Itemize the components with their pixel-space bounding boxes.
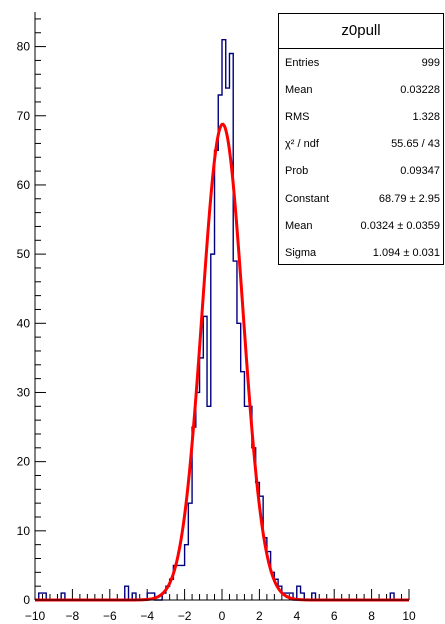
stats-title: z0pull	[279, 14, 443, 49]
stat-sigma: Sigma 1.094 ± 0.031	[279, 239, 443, 266]
stat-prob: Prob 0.09347	[279, 158, 443, 185]
y-axis-tick-labels: 0 10 20 30 40 50 60 70 80	[17, 40, 31, 607]
x-tick-label: 4	[293, 609, 300, 623]
y-tick-label: 80	[17, 40, 31, 54]
stats-rows: Entries 999 Mean 0.03228 RMS 1.328 χ² / …	[279, 49, 443, 267]
stat-label: Constant	[285, 192, 330, 205]
stat-value: 999	[421, 56, 440, 69]
x-tick-label: −2	[178, 609, 192, 623]
x-axis-ticks	[34, 589, 410, 600]
y-tick-label: 0	[23, 593, 30, 607]
stat-value: 1.328	[412, 110, 440, 123]
stat-value: 0.03228	[400, 83, 440, 96]
stat-value: 55.65 / 43	[391, 138, 440, 151]
x-tick-label: 0	[219, 609, 226, 623]
stat-label: Sigma	[285, 246, 317, 259]
y-tick-label: 40	[17, 316, 31, 330]
stat-rms: RMS 1.328	[279, 103, 443, 130]
stat-constant: Constant 68.79 ± 2.95	[279, 185, 443, 212]
stat-label: χ² / ndf	[285, 138, 319, 151]
stat-entries: Entries 999	[279, 49, 443, 76]
x-tick-label: 6	[331, 609, 338, 623]
stat-label: Mean	[285, 83, 313, 96]
stat-label: Mean	[285, 219, 313, 232]
stat-chi2-ndf: χ² / ndf 55.65 / 43	[279, 131, 443, 158]
x-tick-label: 10	[402, 609, 416, 623]
y-tick-label: 20	[17, 455, 31, 469]
stat-mean: Mean 0.03228	[279, 76, 443, 103]
stat-label: Entries	[285, 56, 320, 69]
stat-label: RMS	[285, 110, 310, 123]
x-tick-label: 2	[256, 609, 263, 623]
stats-box: z0pull Entries 999 Mean 0.03228 RMS 1.32…	[278, 13, 444, 265]
y-tick-label: 10	[17, 524, 31, 538]
x-tick-label: −8	[66, 609, 80, 623]
stat-value: 1.094 ± 0.031	[372, 246, 440, 259]
y-tick-label: 70	[17, 109, 31, 123]
stat-label: Prob	[285, 165, 309, 178]
stat-value: 68.79 ± 2.95	[378, 192, 440, 205]
y-tick-label: 30	[17, 385, 31, 399]
y-tick-label: 60	[17, 178, 31, 192]
x-tick-label: 8	[368, 609, 375, 623]
stat-value: 0.0324 ± 0.0359	[360, 219, 440, 232]
stat-fit-mean: Mean 0.0324 ± 0.0359	[279, 212, 443, 239]
x-tick-label: −6	[103, 609, 117, 623]
x-tick-label: −4	[140, 609, 154, 623]
y-axis-ticks	[35, 18, 46, 601]
stat-value: 0.09347	[400, 165, 440, 178]
y-tick-label: 50	[17, 247, 31, 261]
x-tick-label: −10	[25, 609, 46, 623]
x-axis-tick-labels: −10 −8 −6 −4 −2 0 2 4 6 8 10	[25, 609, 416, 623]
